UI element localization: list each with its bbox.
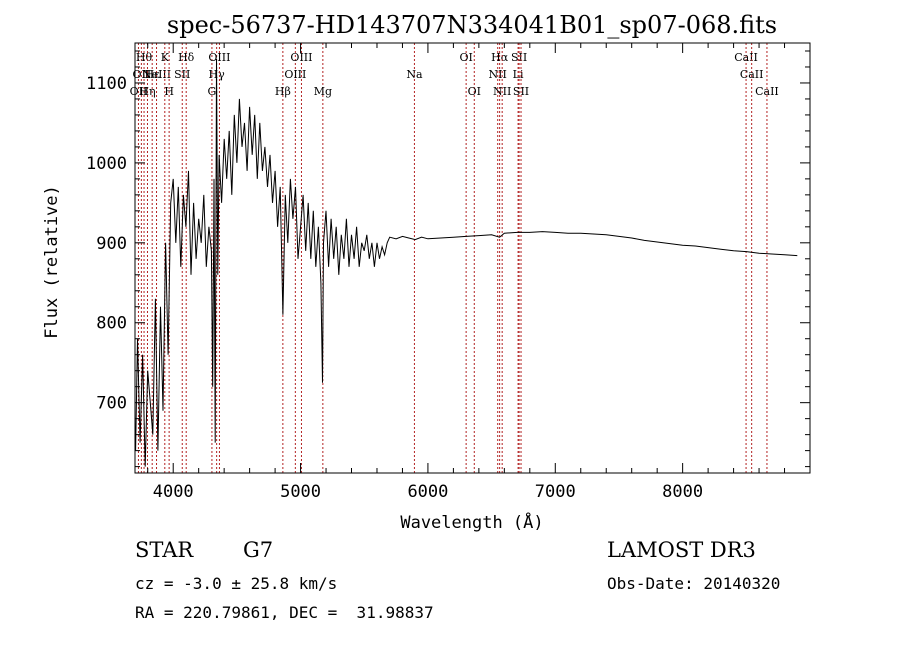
x-axis-label: Wavelength (Å) xyxy=(400,511,543,533)
line-marker-label-8: SII xyxy=(174,68,190,81)
line-markers: OIIOIIHθHηHεNeIIIKHSIIHδGHγOIIIHβOIIIOII… xyxy=(130,43,779,473)
line-marker-label-18: OI xyxy=(459,51,472,64)
y-axis-label: Flux (relative) xyxy=(42,185,62,339)
line-marker-label-12: OIII xyxy=(208,51,230,64)
y-tick-label-4: 1100 xyxy=(86,74,127,94)
line-marker-label-17: Na xyxy=(406,68,423,81)
line-marker-label-28: CaII xyxy=(755,85,779,98)
subclass: G7 xyxy=(243,538,274,562)
y-tick-label-0: 700 xyxy=(96,394,127,414)
line-marker-label-21: Hα xyxy=(491,51,509,64)
line-marker-label-16: Mg xyxy=(314,85,332,98)
line-marker-label-13: Hβ xyxy=(275,85,291,98)
line-marker-label-5: NeIII xyxy=(142,68,171,81)
obs-date: Obs-Date: 20140320 xyxy=(607,574,781,593)
spectrum-line xyxy=(135,58,798,467)
line-marker-label-25: SII xyxy=(513,85,529,98)
x-tick-label-3: 7000 xyxy=(535,482,576,502)
line-marker-label-27: CaII xyxy=(740,68,764,81)
survey-name: LAMOST DR3 xyxy=(607,538,756,562)
line-marker-label-14: OIII xyxy=(284,68,306,81)
line-marker-label-22: NII xyxy=(493,85,511,98)
line-marker-label-7: H xyxy=(164,85,174,98)
line-marker-label-6: K xyxy=(161,51,170,64)
line-marker-label-15: OIII xyxy=(290,51,312,64)
x-tick-label-1: 5000 xyxy=(280,482,321,502)
line-marker-label-23: Li xyxy=(513,68,524,81)
x-tick-label-0: 4000 xyxy=(153,482,194,502)
y-axis: 700 800 900 1000 1100 xyxy=(86,50,810,468)
y-tick-label-1: 800 xyxy=(96,314,127,334)
y-tick-label-3: 1000 xyxy=(86,154,127,174)
line-marker-label-10: G xyxy=(208,85,217,98)
chart-title: spec-56737-HD143707N334041B01_sp07-068.f… xyxy=(167,11,777,39)
line-marker-label-3: Hη xyxy=(139,85,155,98)
line-marker-label-2: Hθ xyxy=(136,51,153,64)
coordinates: RA = 220.79861, DEC = 31.98837 xyxy=(135,603,434,622)
redshift-readout: cz = -3.0 ± 25.8 km/s xyxy=(135,574,338,593)
spectrum-series xyxy=(135,58,798,467)
line-marker-label-19: OI xyxy=(468,85,481,98)
x-tick-label-2: 6000 xyxy=(407,482,448,502)
plot-frame xyxy=(134,42,811,474)
line-marker-label-9: Hδ xyxy=(178,51,195,64)
line-marker-label-1: OII xyxy=(133,68,151,81)
y-tick-label-2: 900 xyxy=(96,234,127,254)
x-tick-label-4: 8000 xyxy=(662,482,703,502)
object-class: STAR xyxy=(135,538,194,562)
line-marker-label-20: NII xyxy=(489,68,507,81)
line-marker-label-26: CaII xyxy=(734,51,758,64)
line-marker-label-24: SII xyxy=(511,51,527,64)
x-axis: 4000 5000 6000 7000 8000 xyxy=(147,43,786,502)
line-marker-label-0: OII xyxy=(130,85,148,98)
